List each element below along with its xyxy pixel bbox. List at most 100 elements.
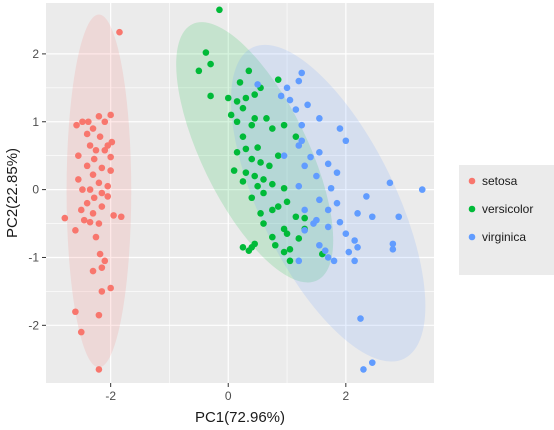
point-setosa [98,288,106,295]
point-setosa [90,194,98,202]
point-versicolor [274,76,282,83]
point-versicolor [242,169,250,176]
point-virginica [324,223,332,231]
point-setosa [104,182,112,190]
point-virginica [324,206,332,214]
point-versicolor [269,180,276,188]
point-versicolor [286,246,294,253]
ellipse-setosa [66,14,132,368]
point-versicolor [239,104,247,112]
point-versicolor [248,155,256,163]
point-versicolor [207,92,214,100]
point-setosa [95,113,103,120]
point-setosa [80,216,88,224]
point-setosa [104,142,112,149]
point-virginica [351,257,358,265]
point-versicolor [257,210,264,217]
point-setosa [107,167,114,174]
legend-label-virginica: virginica [482,230,526,244]
y-tick-label: 1 [32,115,39,129]
point-virginica [336,125,344,132]
point-virginica [354,243,361,251]
point-versicolor [286,257,294,265]
point-virginica [295,182,303,190]
point-virginica [342,230,350,238]
y-tick-label: 0 [32,183,39,197]
point-versicolor [248,121,256,129]
point-versicolor [254,182,261,190]
point-versicolor [266,162,273,170]
point-setosa [85,118,92,126]
point-virginica [286,96,294,104]
point-virginica [342,137,350,145]
point-setosa [107,284,114,292]
point-setosa [96,133,104,140]
point-virginica [313,172,320,180]
legend-label-versicolor: versicolor [482,202,533,216]
point-setosa [117,213,125,221]
point-virginica [283,84,291,92]
point-setosa [89,210,97,217]
point-setosa [107,111,114,119]
point-virginica [360,366,367,373]
point-virginica [368,213,376,221]
legend-background [459,165,554,275]
point-virginica [418,186,426,193]
point-versicolor [295,235,303,242]
point-versicolor [301,214,308,222]
point-setosa [75,176,82,183]
point-versicolor [269,125,276,132]
point-virginica [316,115,323,122]
point-virginica [333,169,341,176]
grid-lines [46,3,434,383]
axis-ticks: -2 0 2 -2 -1 0 1 2 [28,47,349,403]
point-versicolor [271,241,279,249]
point-setosa [104,193,112,200]
point-versicolor [245,67,253,75]
y-tick-label: 2 [32,47,39,61]
point-setosa [98,164,106,172]
point-versicolor [280,225,288,233]
x-tick-label: 2 [342,389,349,403]
legend-key-setosa [468,177,476,185]
point-setosa [86,218,94,226]
point-setosa [86,186,94,193]
point-virginica [389,240,397,248]
point-versicolor [260,220,267,227]
point-setosa [89,171,97,178]
point-versicolor [216,6,223,14]
point-setosa [77,206,85,214]
point-versicolor [236,79,244,86]
point-versicolor [227,111,235,119]
point-setosa [96,250,104,258]
point-virginica [295,257,303,265]
point-versicolor [283,198,291,206]
point-versicolor [239,133,247,140]
y-tick-label: -1 [28,250,39,264]
point-virginica [307,153,314,161]
x-tick-label: -2 [105,389,116,403]
point-virginica [310,220,317,227]
point-versicolor [245,247,253,254]
point-versicolor [248,194,256,202]
point-virginica [304,101,311,109]
point-setosa [95,311,103,319]
point-virginica [327,184,335,192]
point-setosa [83,162,91,170]
point-versicolor [233,98,241,105]
point-virginica [298,137,306,145]
point-virginica [280,152,288,159]
legend: setosa versicolor virginica [459,165,554,275]
point-setosa [92,146,100,154]
y-tick-label: -2 [28,318,39,332]
point-versicolor [274,203,282,210]
point-versicolor [274,152,282,159]
point-virginica [357,315,364,322]
point-setosa [90,155,98,163]
point-setosa [101,257,109,265]
point-virginica [316,148,323,156]
point-virginica [292,106,300,113]
point-versicolor [269,206,276,214]
point-virginica [354,210,361,217]
